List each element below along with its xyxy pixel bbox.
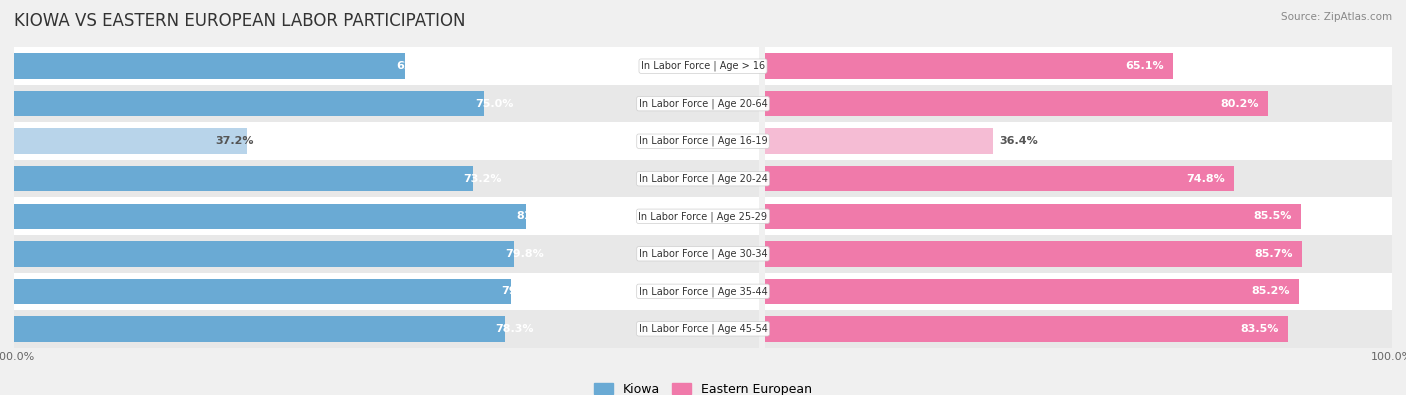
- Bar: [0, 85, 1406, 122]
- Bar: [0, 198, 1406, 235]
- Bar: [0, 47, 1406, 85]
- Bar: [0, 47, 1406, 85]
- Bar: [0, 273, 1406, 310]
- Text: Source: ZipAtlas.com: Source: ZipAtlas.com: [1281, 12, 1392, 22]
- Text: 79.2%: 79.2%: [501, 286, 540, 296]
- Text: 36.4%: 36.4%: [1000, 136, 1038, 146]
- Text: 79.8%: 79.8%: [505, 249, 544, 259]
- Text: In Labor Force | Age 16-19: In Labor Force | Age 16-19: [638, 136, 768, 147]
- Bar: [14, 53, 405, 79]
- Text: In Labor Force | Age 25-29: In Labor Force | Age 25-29: [638, 211, 768, 222]
- Text: 85.5%: 85.5%: [1253, 211, 1292, 221]
- Bar: [765, 203, 1301, 229]
- Bar: [0, 122, 1406, 160]
- Bar: [641, 85, 759, 122]
- Text: 83.5%: 83.5%: [1240, 324, 1279, 334]
- Bar: [765, 316, 1288, 342]
- Bar: [14, 278, 510, 304]
- Bar: [0, 235, 1406, 273]
- Bar: [0, 310, 1406, 348]
- Text: KIOWA VS EASTERN EUROPEAN LABOR PARTICIPATION: KIOWA VS EASTERN EUROPEAN LABOR PARTICIP…: [14, 12, 465, 30]
- Text: In Labor Force | Age 45-54: In Labor Force | Age 45-54: [638, 324, 768, 334]
- Bar: [765, 241, 1302, 267]
- Bar: [14, 241, 515, 267]
- Text: 80.2%: 80.2%: [1220, 99, 1258, 109]
- Bar: [765, 278, 1299, 304]
- Text: 85.7%: 85.7%: [1254, 249, 1294, 259]
- Bar: [0, 160, 1406, 198]
- Bar: [14, 128, 247, 154]
- Text: 74.8%: 74.8%: [1185, 174, 1225, 184]
- Text: 78.3%: 78.3%: [495, 324, 534, 334]
- Bar: [641, 310, 759, 348]
- Bar: [765, 91, 1268, 117]
- Text: 81.6%: 81.6%: [516, 211, 555, 221]
- Text: In Labor Force | Age 35-44: In Labor Force | Age 35-44: [638, 286, 768, 297]
- Bar: [0, 160, 1406, 198]
- Bar: [641, 47, 759, 85]
- Bar: [641, 198, 759, 235]
- Legend: Kiowa, Eastern European: Kiowa, Eastern European: [589, 378, 817, 395]
- Bar: [0, 273, 1406, 310]
- Bar: [14, 91, 484, 117]
- Bar: [641, 122, 759, 160]
- Text: In Labor Force | Age > 16: In Labor Force | Age > 16: [641, 61, 765, 71]
- Bar: [641, 160, 759, 198]
- Bar: [0, 122, 1406, 160]
- Text: 62.4%: 62.4%: [396, 61, 434, 71]
- Bar: [0, 198, 1406, 235]
- Bar: [641, 273, 759, 310]
- Bar: [765, 128, 993, 154]
- Text: In Labor Force | Age 30-34: In Labor Force | Age 30-34: [638, 248, 768, 259]
- Text: 73.2%: 73.2%: [464, 174, 502, 184]
- Bar: [14, 316, 505, 342]
- Bar: [0, 310, 1406, 348]
- Text: 37.2%: 37.2%: [215, 136, 253, 146]
- Text: In Labor Force | Age 20-64: In Labor Force | Age 20-64: [638, 98, 768, 109]
- Bar: [14, 203, 526, 229]
- Bar: [641, 235, 759, 273]
- Bar: [765, 53, 1173, 79]
- Text: In Labor Force | Age 20-24: In Labor Force | Age 20-24: [638, 173, 768, 184]
- Bar: [765, 166, 1234, 192]
- Bar: [0, 235, 1406, 273]
- Text: 85.2%: 85.2%: [1251, 286, 1289, 296]
- Text: 65.1%: 65.1%: [1125, 61, 1164, 71]
- Bar: [0, 85, 1406, 122]
- Text: 75.0%: 75.0%: [475, 99, 513, 109]
- Bar: [14, 166, 472, 192]
